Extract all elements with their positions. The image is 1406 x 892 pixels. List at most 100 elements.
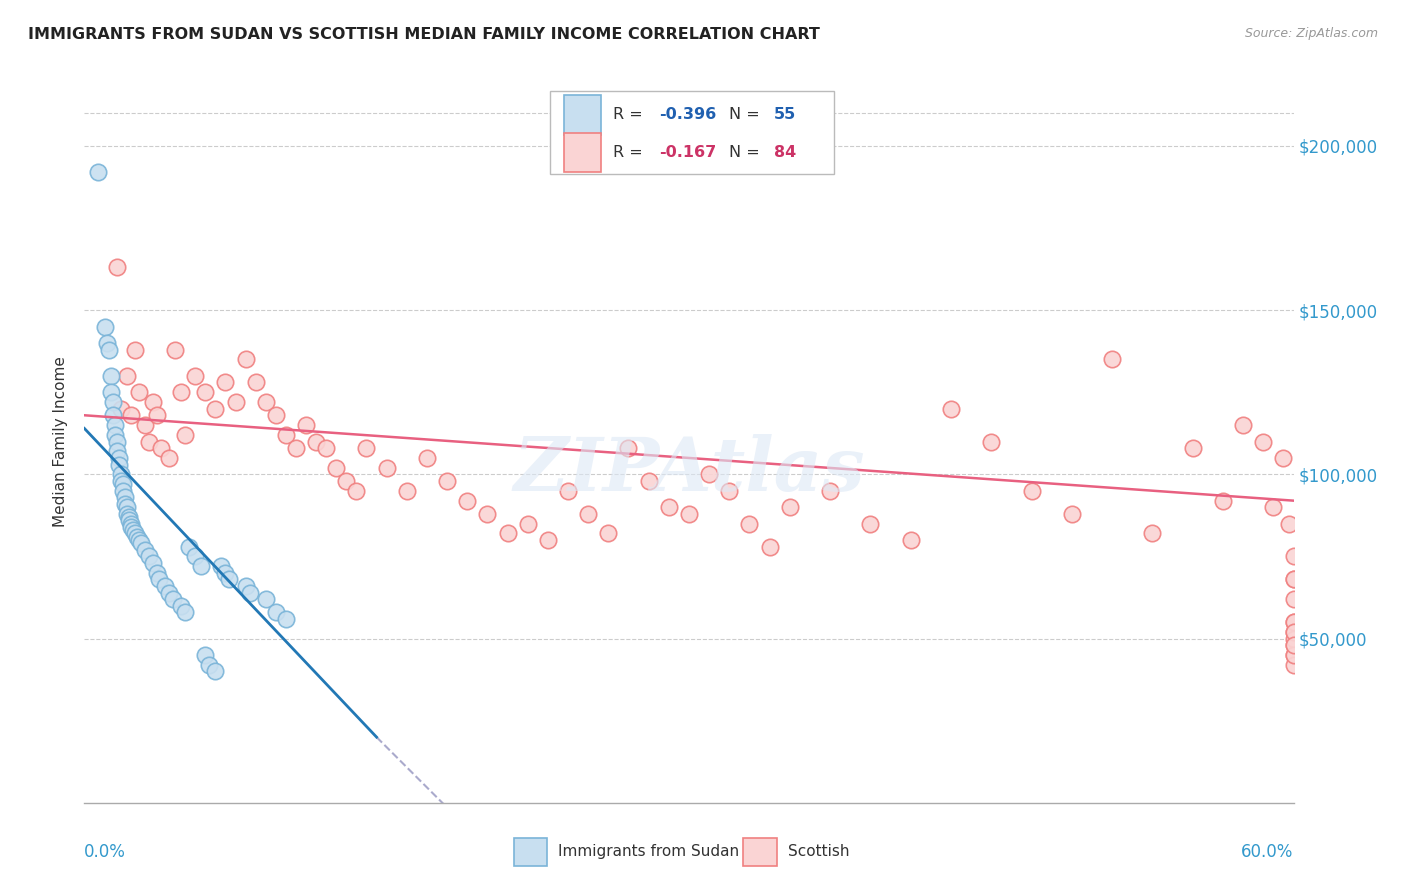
Point (138, 434, 160, 449)
Point (184, 368, 207, 383)
Point (104, 428, 127, 442)
Point (305, 434, 328, 449)
Point (416, 450, 439, 465)
Point (1282, 615, 1305, 630)
Point (285, 441, 308, 455)
Point (114, 491, 136, 505)
Point (120, 516, 142, 531)
Point (335, 474, 357, 488)
Text: -0.396: -0.396 (659, 107, 716, 122)
Point (325, 460, 347, 475)
Text: R =: R = (613, 107, 648, 122)
Text: -0.167: -0.167 (659, 145, 716, 160)
Point (146, 409, 169, 423)
Point (274, 612, 297, 626)
Point (496, 526, 519, 541)
Point (111, 483, 134, 498)
Point (818, 483, 841, 498)
Point (87, 165, 110, 179)
Point (225, 395, 247, 409)
Point (1282, 625, 1305, 640)
Point (118, 510, 141, 524)
Point (142, 395, 165, 409)
Point (1253, 434, 1275, 449)
Text: N =: N = (728, 145, 765, 160)
Point (142, 556, 165, 570)
Point (93, 319, 115, 334)
Point (1282, 592, 1305, 607)
Point (165, 343, 187, 357)
Point (375, 460, 398, 475)
Point (980, 434, 1002, 449)
Point (557, 483, 579, 498)
Point (101, 395, 124, 409)
Text: R =: R = (613, 145, 648, 160)
Point (658, 500, 681, 515)
Point (149, 441, 172, 455)
Point (235, 352, 257, 367)
Point (235, 579, 257, 593)
Point (1101, 352, 1123, 367)
Point (125, 530, 148, 544)
Point (134, 418, 156, 433)
Point (697, 467, 720, 482)
Point (184, 549, 207, 564)
Point (115, 500, 138, 515)
Point (1278, 516, 1301, 531)
Bar (564, 133, 600, 172)
Point (537, 533, 560, 547)
Text: IMMIGRANTS FROM SUDAN VS SCOTTISH MEDIAN FAMILY INCOME CORRELATION CHART: IMMIGRANTS FROM SUDAN VS SCOTTISH MEDIAN… (28, 27, 820, 42)
Point (170, 385, 193, 400)
Text: Scottish: Scottish (789, 845, 849, 859)
Point (174, 428, 197, 442)
Point (1142, 526, 1164, 541)
Point (239, 585, 262, 599)
Bar (564, 95, 600, 135)
Point (111, 477, 134, 491)
Point (1263, 500, 1285, 515)
Point (356, 441, 378, 455)
Point (637, 474, 659, 488)
Bar (513, 838, 547, 865)
Point (758, 540, 780, 554)
Point (436, 474, 458, 488)
Point (738, 516, 761, 531)
Point (105, 434, 128, 449)
Point (1282, 648, 1305, 662)
Point (104, 418, 127, 433)
Point (617, 441, 640, 455)
Point (254, 592, 277, 607)
Point (118, 513, 141, 527)
Point (204, 401, 226, 416)
FancyBboxPatch shape (550, 91, 834, 174)
Point (1282, 573, 1305, 587)
Point (1060, 507, 1083, 521)
Point (859, 516, 882, 531)
Point (900, 533, 922, 547)
Point (124, 343, 146, 357)
Point (179, 540, 201, 554)
Point (204, 665, 226, 679)
Point (274, 428, 297, 442)
Point (456, 493, 478, 508)
Text: ZIPAtlas: ZIPAtlas (513, 434, 865, 507)
Point (100, 368, 122, 383)
Point (146, 566, 169, 580)
Text: Immigrants from Sudan: Immigrants from Sudan (558, 845, 740, 859)
Point (264, 605, 287, 619)
Point (1282, 657, 1305, 672)
Point (124, 526, 146, 541)
Point (1282, 648, 1305, 662)
Point (190, 559, 212, 574)
Point (115, 368, 138, 383)
Point (162, 592, 184, 607)
Text: Source: ZipAtlas.com: Source: ZipAtlas.com (1244, 27, 1378, 40)
Point (214, 566, 236, 580)
Point (138, 549, 160, 564)
Point (1282, 638, 1305, 652)
Point (1282, 632, 1305, 646)
Point (100, 385, 122, 400)
Point (1272, 450, 1295, 465)
Point (516, 516, 538, 531)
Text: 60.0%: 60.0% (1241, 843, 1294, 861)
